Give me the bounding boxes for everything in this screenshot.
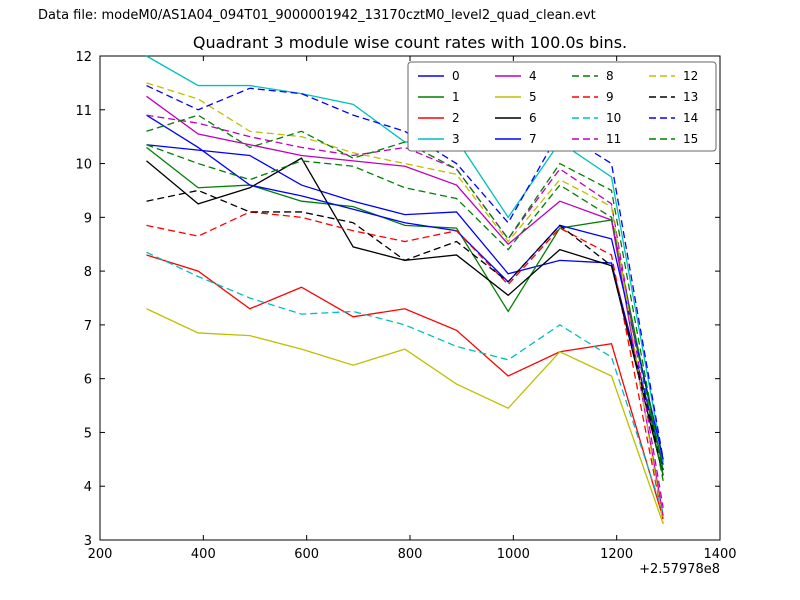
- x-tick-label: 1400: [703, 547, 736, 562]
- x-tick-label: 400: [191, 547, 216, 562]
- legend-entry-13: 13: [649, 90, 698, 104]
- legend-entry-10: 10: [572, 111, 621, 125]
- y-tick-label: 10: [75, 158, 92, 173]
- legend-label-6: 6: [529, 111, 537, 125]
- legend-entry-9: 9: [572, 90, 614, 104]
- legend-label-8: 8: [606, 69, 614, 83]
- series-line-2: [146, 254, 664, 519]
- y-tick-label: 12: [75, 50, 92, 65]
- series-line-5: [146, 308, 664, 525]
- legend-label-13: 13: [683, 90, 698, 104]
- x-tick-label: 200: [88, 547, 113, 562]
- legend-label-9: 9: [606, 90, 614, 104]
- legend-label-4: 4: [529, 69, 537, 83]
- legend-entry-4: 4: [495, 69, 537, 83]
- series-line-6: [146, 157, 664, 476]
- y-tick-label: 4: [84, 480, 92, 495]
- legend-entry-7: 7: [495, 132, 537, 146]
- legend-label-15: 15: [683, 132, 698, 146]
- legend-entry-3: 3: [418, 132, 460, 146]
- x-tick-label: 800: [398, 547, 423, 562]
- chart-title: Quadrant 3 module wise count rates with …: [192, 33, 628, 52]
- legend-label-11: 11: [606, 132, 621, 146]
- series-line-9: [146, 211, 664, 522]
- legend-label-3: 3: [452, 132, 460, 146]
- legend-entry-0: 0: [418, 69, 460, 83]
- legend-entry-12: 12: [649, 69, 698, 83]
- legend-label-14: 14: [683, 111, 698, 125]
- legend-entry-2: 2: [418, 111, 460, 125]
- series-line-8: [146, 144, 664, 481]
- legend-label-5: 5: [529, 90, 537, 104]
- series-line-7: [146, 114, 664, 460]
- legend-entry-6: 6: [495, 111, 537, 125]
- legend-entry-14: 14: [649, 111, 698, 125]
- legend-label-12: 12: [683, 69, 698, 83]
- legend-entry-5: 5: [495, 90, 537, 104]
- series-line-13: [146, 189, 664, 471]
- legend-box: [407, 61, 717, 152]
- y-tick-label: 7: [84, 319, 92, 334]
- legend-entry-8: 8: [572, 69, 614, 83]
- legend-label-10: 10: [606, 111, 621, 125]
- x-tick-label: 1000: [497, 547, 530, 562]
- series-line-0: [146, 144, 664, 465]
- y-tick-label: 11: [75, 104, 92, 119]
- legend-label-2: 2: [452, 111, 460, 125]
- y-tick-label: 6: [84, 373, 92, 388]
- y-tick-label: 9: [84, 211, 92, 226]
- series-line-11: [146, 114, 664, 508]
- y-tick-label: 3: [84, 534, 92, 549]
- series-line-4: [146, 95, 664, 516]
- series-line-12: [146, 82, 664, 524]
- x-axis-offset-label: +2.57978e8: [639, 562, 720, 577]
- legend-label-0: 0: [452, 69, 460, 83]
- series-line-1: [146, 146, 664, 471]
- data-file-label: Data file: modeM0/AS1A04_094T01_90000019…: [38, 8, 596, 23]
- legend-entry-15: 15: [649, 132, 698, 146]
- series-line-15: [146, 114, 664, 476]
- x-tick-label: 1200: [600, 547, 633, 562]
- y-tick-label: 5: [84, 426, 92, 441]
- series-line-10: [146, 251, 664, 514]
- legend-entry-11: 11: [572, 132, 621, 146]
- legend-entry-1: 1: [418, 90, 460, 104]
- x-tick-label: 600: [294, 547, 319, 562]
- legend-label-1: 1: [452, 90, 460, 104]
- y-tick-label: 8: [84, 265, 92, 280]
- legend-label-7: 7: [529, 132, 537, 146]
